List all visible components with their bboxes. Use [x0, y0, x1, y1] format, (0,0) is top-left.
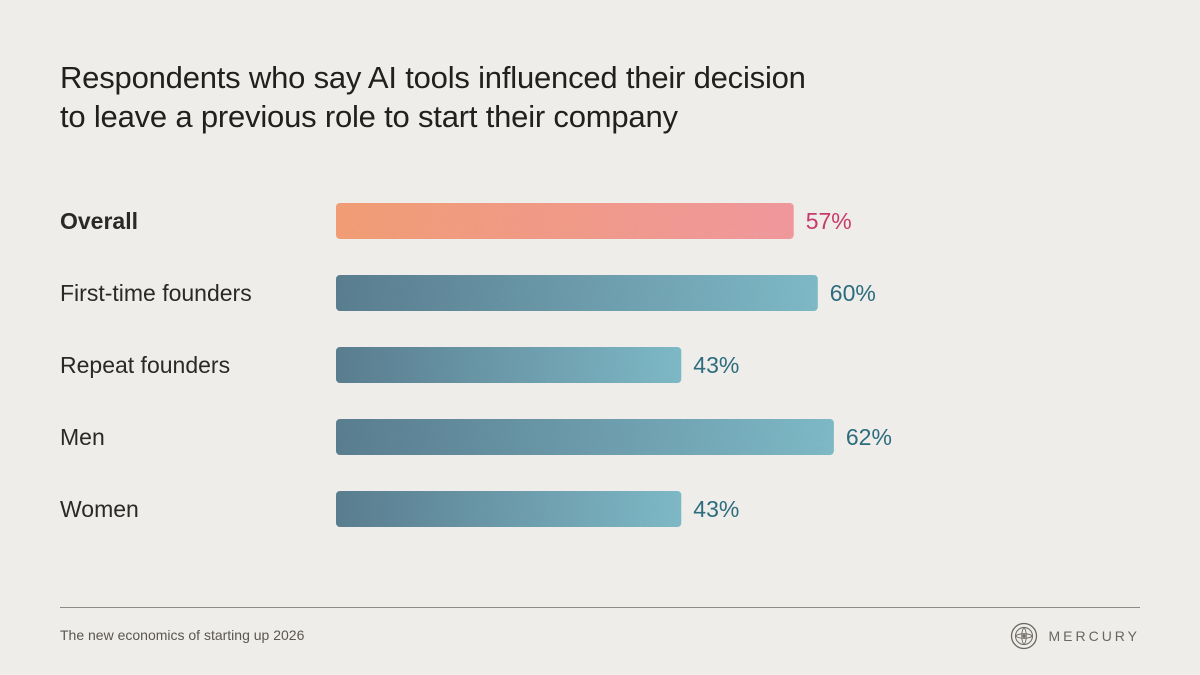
brand: MERCURY — [1010, 622, 1140, 650]
category-label-women: Women — [60, 496, 139, 522]
chart-title-line-2: to leave a previous role to start their … — [60, 99, 678, 134]
bar-overall — [336, 203, 794, 239]
brand-name: MERCURY — [1048, 628, 1140, 644]
category-label-overall: Overall — [60, 208, 138, 234]
value-label-men: 62% — [846, 424, 892, 450]
chart-title-line-1: Respondents who say AI tools influenced … — [60, 60, 806, 95]
mercury-logo-icon — [1011, 622, 1038, 650]
bar-chart: Overall 57% First-time founders 60% Repeat f… — [60, 203, 892, 527]
bar-men — [336, 419, 834, 455]
value-label-overall: 57% — [806, 208, 852, 234]
bar-repeat-founders — [336, 347, 682, 383]
category-label-repeat-founders: Repeat founders — [60, 352, 230, 378]
footer-divider — [60, 607, 1140, 608]
value-label-first-time-founders: 60% — [830, 280, 876, 306]
source-note: The new economics of starting up 2026 — [60, 627, 305, 643]
category-label-first-time-founders: First-time founders — [60, 280, 252, 306]
bar-first-time-founders — [336, 275, 818, 311]
value-label-women: 43% — [693, 496, 739, 522]
chart-title: Respondents who say AI tools influenced … — [60, 58, 806, 136]
value-label-repeat-founders: 43% — [693, 352, 739, 378]
category-label-men: Men — [60, 424, 105, 450]
bars-layer: Overall 57% First-time founders 60% Repeat f… — [60, 203, 892, 527]
bar-women — [336, 491, 682, 527]
